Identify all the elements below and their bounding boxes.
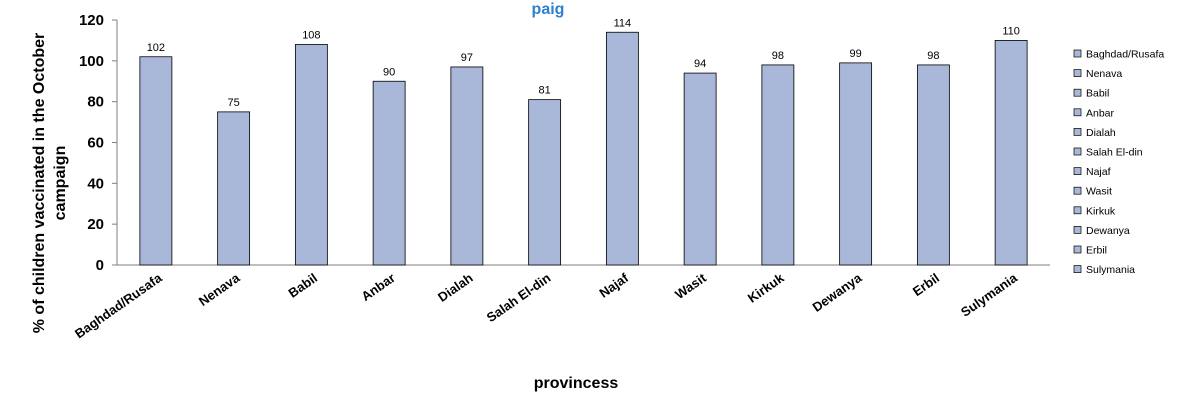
x-tick-label: Dialah	[435, 270, 476, 305]
bar	[294, 44, 328, 266]
legend-entry: Salah El-din	[1086, 147, 1143, 159]
y-tick-label: 0	[96, 257, 104, 274]
y-axis-title-line-2: campaign	[52, 146, 69, 221]
data-label: 108	[302, 30, 320, 42]
legend-swatch	[1073, 206, 1082, 215]
axes: 0 20 40 60 80 100 120	[79, 12, 1050, 274]
legend-entry: Nenava	[1086, 68, 1122, 80]
x-tick-label: Baghdad/Rusafa	[72, 270, 165, 342]
bar	[761, 64, 795, 266]
legend-entry: Dialah	[1086, 127, 1116, 139]
y-tick-label: 100	[79, 53, 104, 70]
x-tick-label: Nenava	[196, 270, 243, 309]
y-tick-label: 60	[87, 135, 104, 152]
x-tick-label: Sulymania	[958, 270, 1021, 320]
y-tick-label: 80	[87, 94, 104, 111]
legend-swatch	[1073, 69, 1082, 77]
bar	[217, 111, 251, 266]
legend-entry: Wasit	[1086, 186, 1112, 198]
data-label: 94	[694, 58, 706, 70]
chart-title-fragment: paig	[532, 1, 565, 18]
bar	[916, 64, 950, 266]
bar	[605, 31, 639, 266]
data-label: 102	[147, 42, 165, 54]
legend-entry: Baghdad/Rusafa	[1086, 49, 1164, 61]
legend-swatch	[1073, 226, 1082, 234]
bar	[139, 56, 173, 266]
data-label: 98	[772, 50, 784, 62]
bar	[839, 62, 873, 266]
legend-entry: Kirkuk	[1086, 205, 1116, 217]
data-label: 90	[383, 66, 395, 78]
x-tick-label: Wasit	[672, 270, 709, 302]
legend-swatch	[1073, 167, 1082, 175]
legend: Baghdad/Rusafa Nenava Babil Anbar Dialah Sala…	[1073, 49, 1164, 276]
legend-swatch	[1073, 186, 1082, 195]
legend-swatch	[1073, 245, 1082, 254]
bars: 102 Baghdad/Rusafa 75 Nenava 108 Babil 90 Anbar…	[72, 17, 1028, 342]
legend-entry: Najaf	[1086, 166, 1111, 178]
data-label: 110	[1002, 25, 1020, 37]
legend-swatch	[1073, 147, 1082, 156]
data-label: 98	[927, 50, 939, 62]
legend-entry: Babil	[1086, 88, 1109, 100]
y-tick-label: 20	[87, 216, 104, 233]
y-axis-title-line-1: % of children vaccinated in the October	[31, 33, 48, 334]
x-tick-label: Erbil	[910, 270, 942, 299]
x-tick-label: Salah El-din	[484, 270, 554, 325]
bar	[683, 72, 717, 266]
data-label: 99	[850, 48, 862, 60]
data-label: 97	[461, 52, 473, 64]
legend-swatch	[1073, 49, 1082, 58]
bar	[994, 40, 1028, 266]
legend-entry: Erbil	[1086, 245, 1107, 257]
legend-entry: Anbar	[1086, 107, 1115, 119]
legend-swatch	[1073, 265, 1082, 273]
data-label: 81	[539, 85, 551, 97]
y-axis-title: % of children vaccinated in the October …	[31, 33, 69, 334]
bar	[450, 66, 484, 266]
x-axis-title: provincess	[534, 375, 619, 392]
x-tick-label: Kirkuk	[745, 270, 787, 306]
data-label: 114	[614, 17, 632, 29]
y-tick-label: 120	[79, 12, 104, 29]
x-tick-label: Najaf	[596, 270, 631, 301]
legend-swatch	[1073, 128, 1082, 136]
data-label: 75	[228, 97, 240, 109]
x-tick-label: Anbar	[358, 270, 397, 304]
bar	[372, 80, 406, 266]
legend-swatch	[1073, 108, 1082, 117]
legend-entry: Dewanya	[1086, 225, 1130, 237]
x-tick-label: Dewanya	[810, 270, 865, 315]
legend-swatch	[1073, 88, 1082, 97]
y-tick-label: 40	[87, 175, 104, 192]
x-tick-label: Babil	[285, 270, 320, 301]
bar	[528, 99, 562, 266]
legend-entry: Sulymania	[1086, 264, 1135, 276]
